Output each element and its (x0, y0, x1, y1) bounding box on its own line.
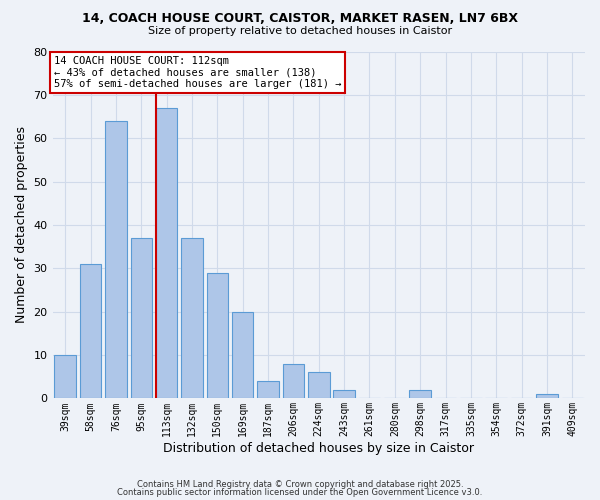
Text: 14 COACH HOUSE COURT: 112sqm
← 43% of detached houses are smaller (138)
57% of s: 14 COACH HOUSE COURT: 112sqm ← 43% of de… (54, 56, 341, 89)
Bar (55, 355, 76, 399)
Bar (131, 238, 152, 398)
Text: Size of property relative to detached houses in Caistor: Size of property relative to detached ho… (148, 26, 452, 36)
Bar (80, 264, 101, 398)
Bar (536, 394, 558, 398)
Bar (232, 312, 253, 398)
Bar (181, 238, 203, 398)
Bar (156, 108, 178, 399)
Y-axis label: Number of detached properties: Number of detached properties (15, 126, 28, 324)
Bar (105, 121, 127, 398)
Bar (206, 272, 228, 398)
Bar (283, 364, 304, 398)
Bar (334, 390, 355, 398)
Text: Contains HM Land Registry data © Crown copyright and database right 2025.: Contains HM Land Registry data © Crown c… (137, 480, 463, 489)
Bar (409, 390, 431, 398)
Bar (257, 381, 279, 398)
Text: 14, COACH HOUSE COURT, CAISTOR, MARKET RASEN, LN7 6BX: 14, COACH HOUSE COURT, CAISTOR, MARKET R… (82, 12, 518, 26)
Bar (308, 372, 329, 398)
Text: Contains public sector information licensed under the Open Government Licence v3: Contains public sector information licen… (118, 488, 482, 497)
X-axis label: Distribution of detached houses by size in Caistor: Distribution of detached houses by size … (163, 442, 474, 455)
